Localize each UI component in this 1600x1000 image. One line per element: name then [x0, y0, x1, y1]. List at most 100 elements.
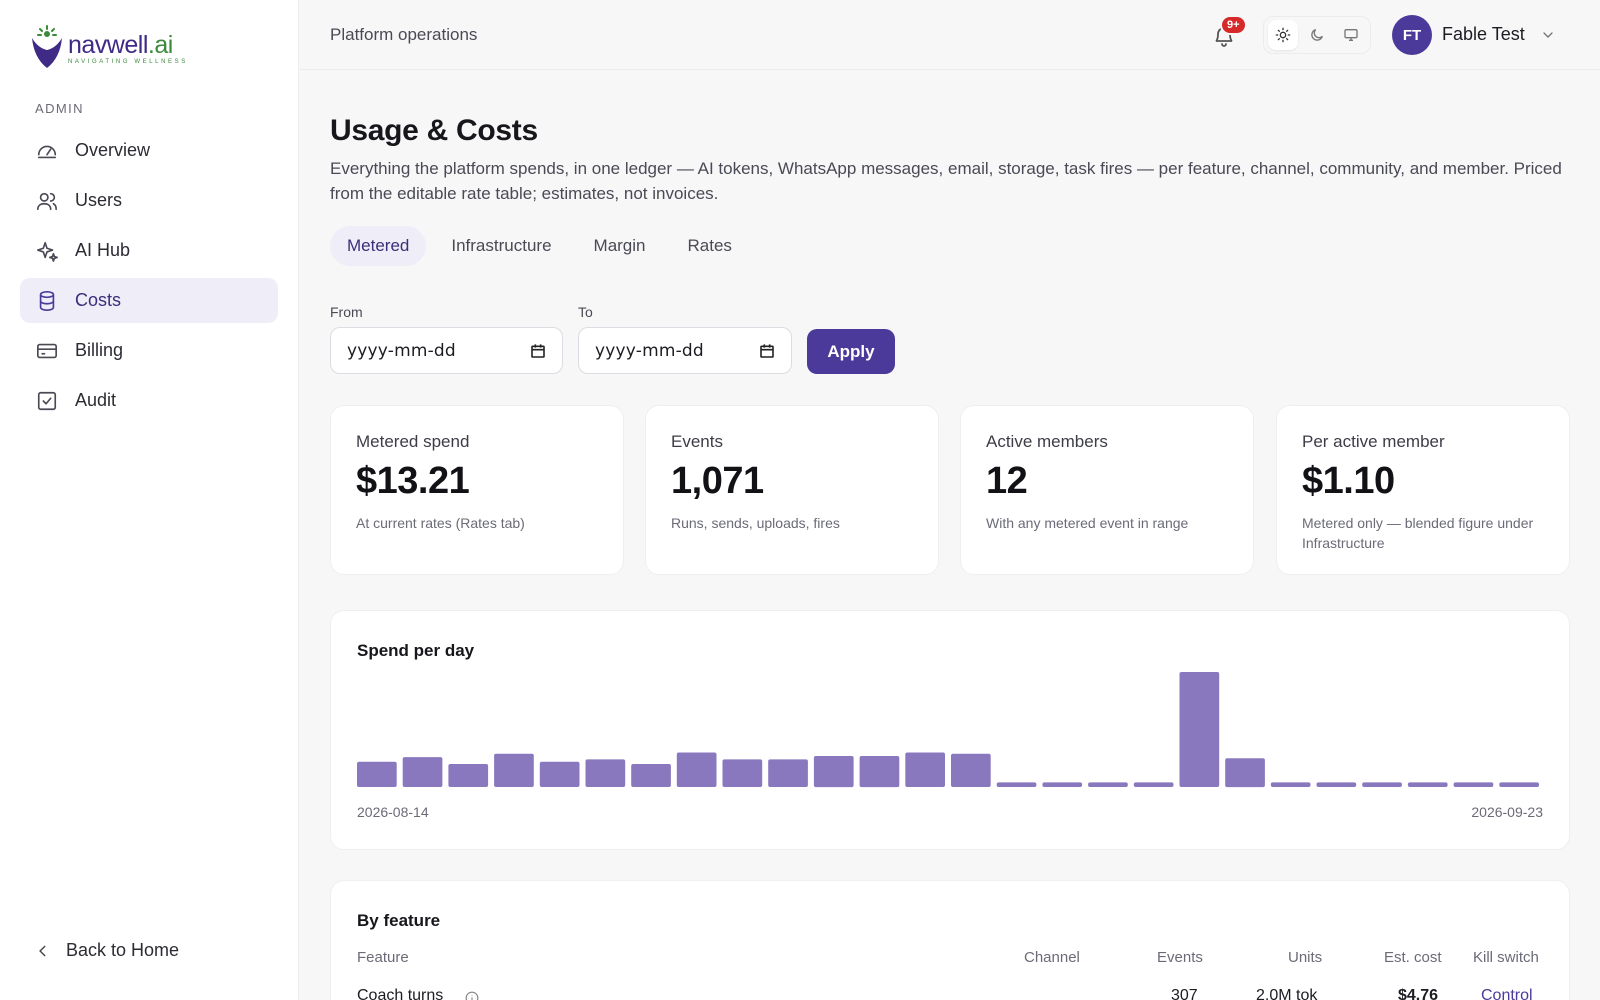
checkbox-icon: [36, 390, 58, 412]
sidebar-item-billing[interactable]: Billing: [20, 328, 278, 373]
table-row-events: 307: [1171, 987, 1198, 1000]
to-label: To: [578, 304, 593, 320]
brand-logo[interactable]: navwell.ai NAVIGATING WELLNESS: [28, 24, 188, 70]
stat-value: $13.21: [356, 460, 470, 502]
tab-margin[interactable]: Margin: [593, 236, 646, 255]
chart-bar[interactable]: [1270, 782, 1311, 787]
page-description: Everything the platform spends, in one l…: [330, 159, 1562, 203]
column-header-units: Units: [1288, 949, 1323, 966]
sidebar-item-label: Billing: [75, 340, 124, 360]
sun-icon: [1275, 27, 1291, 43]
chart-bar[interactable]: [585, 759, 626, 787]
tab-bar: Metered Infrastructure Margin Rates: [330, 226, 757, 266]
sidebar-item-ai-hub[interactable]: AI Hub: [20, 228, 278, 273]
chart-bar[interactable]: [1088, 782, 1128, 787]
navwell-logo-icon: [32, 25, 62, 68]
chart-bar[interactable]: [996, 782, 1037, 787]
back-to-home-link[interactable]: Back to Home: [36, 940, 179, 961]
breadcrumb: Platform operations: [330, 25, 478, 44]
theme-dark-button[interactable]: [1302, 20, 1332, 50]
brand-word: navwell: [68, 31, 148, 59]
sidebar-item-label: Costs: [75, 290, 122, 310]
chart-bar[interactable]: [448, 764, 489, 787]
sidebar-item-label: Overview: [75, 140, 151, 160]
page-title: Usage & Costs: [330, 114, 538, 147]
chart-bar[interactable]: [1225, 758, 1265, 788]
apply-button[interactable]: Apply: [807, 329, 895, 374]
stat-subtext: With any metered event in range: [986, 515, 1189, 531]
spend-per-day-chart: Spend per day 2026-08-14 2026-09-23: [330, 610, 1570, 850]
x-axis-end-label: 2026-09-23: [1471, 804, 1543, 820]
theme-switcher: [1263, 16, 1371, 54]
gauge-icon: [36, 140, 58, 162]
chevron-down-icon[interactable]: [1540, 27, 1556, 43]
table-row-cost: $4.76: [1398, 987, 1439, 1000]
chart-bar[interactable]: [1316, 782, 1357, 787]
stat-value: $1.10: [1302, 460, 1395, 502]
sidebar-item-audit[interactable]: Audit: [20, 378, 278, 423]
kill-switch-control-link[interactable]: Control: [1481, 987, 1533, 1000]
theme-light-button[interactable]: [1268, 20, 1298, 50]
by-feature-table: By feature Feature Channel Events Units …: [330, 880, 1570, 1000]
to-date-input[interactable]: yyyy-mm-dd: [578, 327, 792, 374]
avatar[interactable]: FT: [1392, 15, 1432, 55]
table-row-units: 2.0M tok: [1256, 987, 1318, 1000]
brand-suffix: .ai: [147, 31, 173, 59]
stat-label: Metered spend: [356, 432, 470, 451]
chart-bar[interactable]: [1453, 782, 1494, 787]
stat-value: 12: [986, 460, 1028, 502]
chart-plot-area: [357, 672, 1539, 788]
tab-infrastructure[interactable]: Infrastructure: [451, 236, 552, 255]
brand-tagline: NAVIGATING WELLNESS: [68, 59, 188, 65]
column-header-est-cost: Est. cost: [1384, 949, 1442, 966]
to-date-value: yyyy-mm-dd: [595, 340, 704, 361]
theme-system-button[interactable]: [1336, 20, 1366, 50]
topbar: Platform operations 9+ FT Fable Test: [300, 0, 1600, 70]
chart-bar[interactable]: [676, 752, 717, 788]
chart-bar[interactable]: [722, 759, 763, 787]
chart-bar[interactable]: [631, 764, 671, 787]
chart-bar[interactable]: [951, 753, 991, 787]
chart-bar[interactable]: [1362, 782, 1402, 787]
stat-card-metered-spend: Metered spend $13.21 At current rates (R…: [330, 405, 624, 575]
back-to-home-label: Back to Home: [66, 940, 180, 960]
sidebar-nav: Overview Users AI Hub Costs Billing: [20, 128, 278, 428]
chart-bar[interactable]: [539, 761, 580, 787]
chart-bar[interactable]: [905, 752, 945, 788]
table-row-feature: Coach turns: [357, 987, 444, 1000]
sidebar-item-label: AI Hub: [75, 240, 131, 260]
chart-bar[interactable]: [1407, 782, 1448, 787]
sidebar-item-users[interactable]: Users: [20, 178, 278, 223]
from-date-value: yyyy-mm-dd: [347, 340, 456, 361]
chart-bar[interactable]: [1179, 672, 1220, 787]
calendar-icon[interactable]: [530, 343, 546, 359]
chart-bar[interactable]: [859, 756, 900, 788]
stat-card-active-members: Active members 12 With any metered event…: [960, 405, 1254, 575]
sidebar-item-costs[interactable]: Costs: [20, 278, 278, 323]
sidebar-item-overview[interactable]: Overview: [20, 128, 278, 173]
chart-bar[interactable]: [1042, 782, 1083, 787]
chart-bar[interactable]: [1499, 782, 1539, 787]
chart-bar[interactable]: [357, 761, 397, 787]
chart-bar[interactable]: [768, 759, 808, 787]
chart-bar[interactable]: [402, 757, 443, 787]
credit-card-icon: [36, 340, 58, 362]
from-date-input[interactable]: yyyy-mm-dd: [330, 327, 563, 374]
chart-bar[interactable]: [1133, 782, 1174, 787]
sidebar-section-label: ADMIN: [35, 101, 84, 116]
info-icon[interactable]: [465, 991, 479, 1000]
stat-subtext: At current rates (Rates tab): [356, 515, 525, 531]
database-icon: [36, 290, 58, 312]
sidebar-item-label: Audit: [75, 390, 117, 410]
calendar-icon[interactable]: [759, 343, 775, 359]
chart-bar[interactable]: [494, 753, 534, 787]
stat-value: 1,071: [671, 460, 764, 502]
tab-rates[interactable]: Rates: [687, 236, 732, 255]
tab-metered[interactable]: Metered: [330, 226, 427, 266]
column-header-channel: Channel: [1024, 949, 1080, 966]
stat-label: Events: [671, 432, 723, 451]
chart-bar[interactable]: [813, 756, 854, 788]
user-name[interactable]: Fable Test: [1442, 24, 1525, 44]
chart-title: Spend per day: [357, 641, 475, 660]
x-axis-start-label: 2026-08-14: [357, 804, 429, 820]
